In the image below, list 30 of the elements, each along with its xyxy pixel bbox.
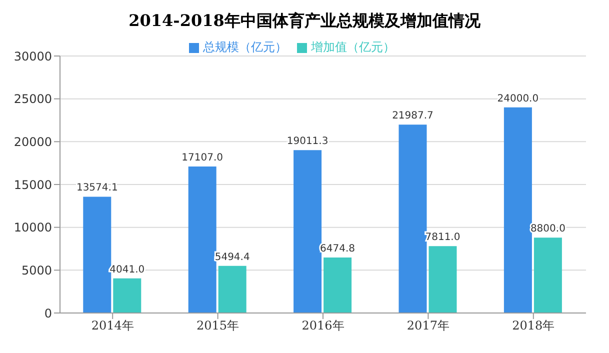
x-tick-label: 2015年	[196, 318, 240, 333]
y-tick-label: 30000	[14, 49, 52, 64]
x-tick-label: 2014年	[91, 318, 134, 333]
bar	[83, 196, 112, 313]
bar	[188, 166, 216, 313]
data-label: 21987.7	[392, 110, 434, 122]
x-tick-label: 2017年	[406, 318, 450, 333]
data-label: 17107.0	[182, 152, 224, 164]
bar	[504, 107, 532, 313]
y-tick-label: 20000	[14, 134, 52, 149]
y-tick-label: 10000	[14, 220, 52, 235]
data-label: 13574.1	[76, 182, 118, 194]
chart-title: 2014-2018年中国体育产业总规模及增加值情况	[128, 10, 482, 32]
y-tick-label: 5000	[21, 263, 52, 278]
bar	[294, 150, 322, 313]
bar	[398, 124, 427, 313]
bar	[113, 278, 142, 313]
data-label: 24000.0	[497, 93, 539, 104]
y-tick-label: 25000	[14, 92, 52, 106]
y-tick-label: 0	[44, 306, 52, 320]
bar	[534, 238, 562, 313]
y-tick-label: 15000	[14, 178, 52, 192]
bar	[218, 266, 246, 313]
bar	[428, 246, 457, 313]
bar	[324, 258, 352, 313]
data-label: 19011.3	[286, 136, 328, 148]
x-tick-label: 2016年	[302, 318, 344, 333]
legend-label: 总规模（亿元）	[203, 40, 287, 54]
legend-label: 增加值（亿元）	[311, 40, 395, 54]
x-tick-label: 2018年	[512, 318, 555, 333]
